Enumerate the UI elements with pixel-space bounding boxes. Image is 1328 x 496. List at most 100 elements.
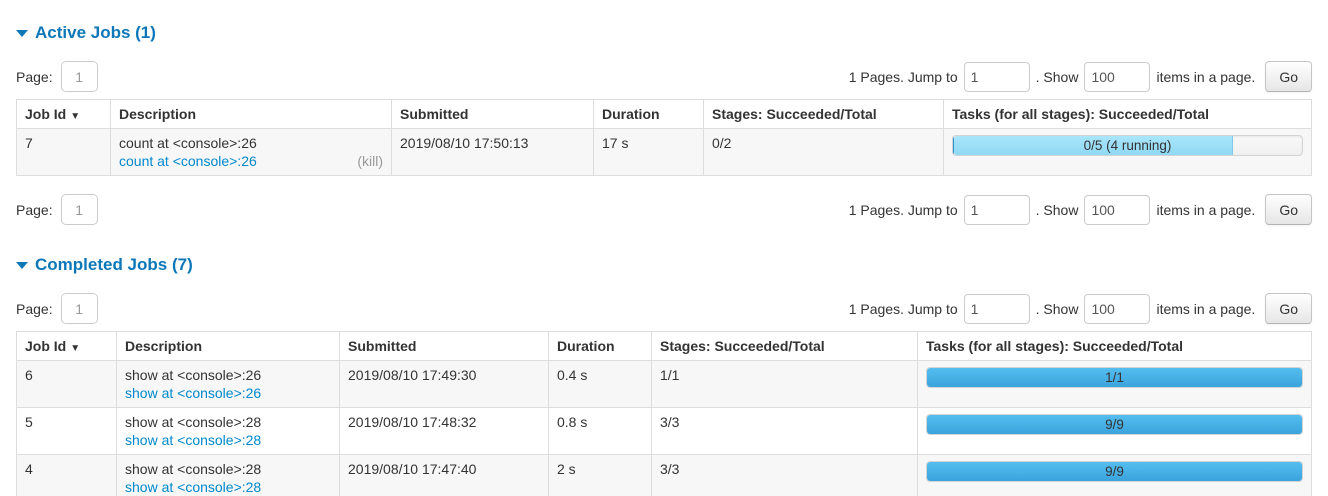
page-number-input[interactable] <box>60 293 98 324</box>
collapse-caret-icon <box>16 261 28 269</box>
active-jobs-heading[interactable]: Active Jobs (1) <box>16 23 1312 43</box>
show-text: . Show <box>1035 300 1079 317</box>
header-duration[interactable]: Duration <box>593 99 704 129</box>
completed-bar <box>927 368 1302 387</box>
job-description: show at <console>:26 <box>125 367 262 383</box>
header-tasks[interactable]: Tasks (for all stages): Succeeded/Total <box>917 331 1312 361</box>
pages-total-text: 1 Pages. Jump to <box>848 68 958 85</box>
completed-jobs-title: Completed Jobs (7) <box>35 255 193 274</box>
job-description: count at <console>:26 <box>119 135 257 151</box>
job-description-link[interactable]: show at <console>:28 <box>125 432 262 448</box>
job-id-cell: 4 <box>16 454 117 496</box>
duration-cell: 2 s <box>548 454 652 496</box>
table-row: 4 show at <console>:28 show at <console>… <box>16 454 1312 496</box>
items-text: items in a page. <box>1156 68 1256 85</box>
items-text: items in a page. <box>1156 201 1256 218</box>
sort-desc-icon: ▼ <box>70 111 81 122</box>
duration-cell: 0.8 s <box>548 407 652 455</box>
completed-jobs-table: Job Id ▼ Description Submitted Duration S… <box>16 331 1312 496</box>
tasks-cell: 1/1 <box>917 360 1312 408</box>
description-cell: count at <console>:26 count at <console>… <box>110 128 392 176</box>
description-cell: show at <console>:28 show at <console>:2… <box>116 407 340 455</box>
items-per-page-input[interactable] <box>1084 61 1151 92</box>
header-stages[interactable]: Stages: Succeeded/Total <box>651 331 918 361</box>
table-row: 7 count at <console>:26 count at <consol… <box>16 128 1312 176</box>
active-jobs-table: Job Id ▼ Description Submitted Duration S… <box>16 99 1312 176</box>
completed-jobs-heading[interactable]: Completed Jobs (7) <box>16 255 1312 275</box>
stages-cell: 3/3 <box>651 407 918 455</box>
table-row: 6 show at <console>:26 show at <console>… <box>16 360 1312 408</box>
progress-label: 0/5 (4 running) <box>1083 138 1172 153</box>
header-job-id[interactable]: Job Id ▼ <box>16 99 111 129</box>
progress-label: 9/9 <box>1105 417 1124 432</box>
page-number-input[interactable] <box>60 61 98 92</box>
tasks-progress-bar: 1/1 <box>926 367 1303 388</box>
pages-total-text: 1 Pages. Jump to <box>848 300 958 317</box>
header-description[interactable]: Description <box>116 331 340 361</box>
show-text: . Show <box>1035 68 1079 85</box>
page-label: Page: <box>16 201 53 218</box>
progress-label: 1/1 <box>1105 370 1124 385</box>
stages-cell: 1/1 <box>651 360 918 408</box>
completed-bar <box>953 136 954 155</box>
completed-jobs-header-row: Job Id ▼ Description Submitted Duration S… <box>16 331 1312 361</box>
duration-cell: 17 s <box>593 128 704 176</box>
items-text: items in a page. <box>1156 300 1256 317</box>
submitted-cell: 2019/08/10 17:50:13 <box>391 128 594 176</box>
header-job-id[interactable]: Job Id ▼ <box>16 331 117 361</box>
jump-to-page-input[interactable] <box>963 293 1030 324</box>
tasks-cell: 9/9 <box>917 407 1312 455</box>
table-row: 5 show at <console>:28 show at <console>… <box>16 407 1312 455</box>
header-tasks[interactable]: Tasks (for all stages): Succeeded/Total <box>943 99 1312 129</box>
job-description-link[interactable]: count at <console>:26 <box>119 153 257 169</box>
description-cell: show at <console>:26 show at <console>:2… <box>116 360 340 408</box>
submitted-cell: 2019/08/10 17:48:32 <box>339 407 549 455</box>
tasks-progress-bar: 9/9 <box>926 414 1303 435</box>
header-duration[interactable]: Duration <box>548 331 652 361</box>
tasks-progress-bar: 0/5 (4 running) <box>952 135 1303 156</box>
page-label: Page: <box>16 300 53 317</box>
job-description-link[interactable]: show at <console>:28 <box>125 479 262 495</box>
go-button[interactable]: Go <box>1265 61 1312 92</box>
jump-to-page-input[interactable] <box>963 194 1030 225</box>
tasks-cell: 0/5 (4 running) <box>943 128 1312 176</box>
tasks-progress-bar: 9/9 <box>926 461 1303 482</box>
collapse-caret-icon <box>16 29 28 37</box>
running-bar <box>954 136 1234 155</box>
job-description: show at <console>:28 <box>125 414 262 430</box>
jump-to-page-input[interactable] <box>963 61 1030 92</box>
header-submitted[interactable]: Submitted <box>391 99 594 129</box>
job-id-cell: 5 <box>16 407 117 455</box>
submitted-cell: 2019/08/10 17:47:40 <box>339 454 549 496</box>
items-per-page-input[interactable] <box>1084 194 1151 225</box>
stages-cell: 0/2 <box>703 128 944 176</box>
header-stages[interactable]: Stages: Succeeded/Total <box>703 99 944 129</box>
completed-bar <box>927 462 1302 481</box>
go-button[interactable]: Go <box>1265 194 1312 225</box>
page-label: Page: <box>16 68 53 85</box>
job-description: show at <console>:28 <box>125 461 262 477</box>
header-description[interactable]: Description <box>110 99 392 129</box>
tasks-cell: 9/9 <box>917 454 1312 496</box>
job-description-link[interactable]: show at <console>:26 <box>125 385 262 401</box>
completed-jobs-pagination-top: Page: 1 Pages. Jump to . Show items in a… <box>16 293 1312 324</box>
pages-total-text: 1 Pages. Jump to <box>848 201 958 218</box>
items-per-page-input[interactable] <box>1084 293 1151 324</box>
jobs-page: Active Jobs (1) Page: 1 Pages. Jump to .… <box>0 23 1328 496</box>
sort-desc-icon: ▼ <box>70 343 81 354</box>
active-jobs-pagination-bottom: Page: 1 Pages. Jump to . Show items in a… <box>16 194 1312 225</box>
go-button[interactable]: Go <box>1265 293 1312 324</box>
duration-cell: 0.4 s <box>548 360 652 408</box>
show-text: . Show <box>1035 201 1079 218</box>
active-jobs-pagination-top: Page: 1 Pages. Jump to . Show items in a… <box>16 61 1312 92</box>
completed-bar <box>927 415 1302 434</box>
progress-label: 9/9 <box>1105 464 1124 479</box>
job-id-cell: 7 <box>16 128 111 176</box>
header-submitted[interactable]: Submitted <box>339 331 549 361</box>
page-number-input[interactable] <box>60 194 98 225</box>
submitted-cell: 2019/08/10 17:49:30 <box>339 360 549 408</box>
description-cell: show at <console>:28 show at <console>:2… <box>116 454 340 496</box>
kill-job-link[interactable]: (kill) <box>357 153 383 169</box>
active-jobs-title: Active Jobs (1) <box>35 23 156 42</box>
stages-cell: 3/3 <box>651 454 918 496</box>
